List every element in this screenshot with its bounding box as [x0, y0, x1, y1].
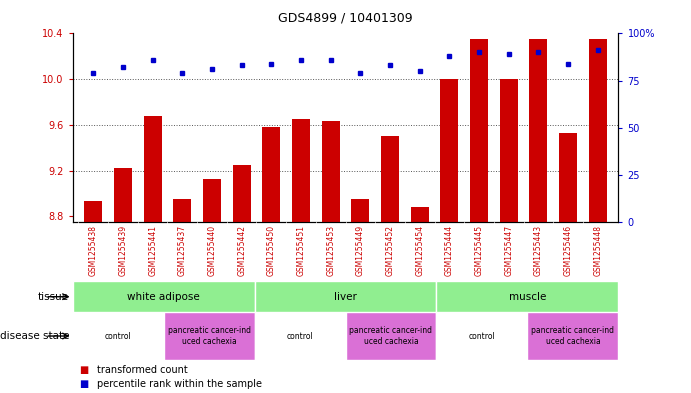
Text: GSM1255438: GSM1255438: [89, 225, 98, 276]
Bar: [352, 199, 369, 222]
Bar: [559, 133, 577, 222]
Text: GSM1255437: GSM1255437: [178, 225, 187, 276]
Text: GSM1255449: GSM1255449: [356, 225, 365, 276]
Text: muscle: muscle: [509, 292, 546, 302]
Bar: [500, 79, 518, 222]
Text: pancreatic cancer-ind
uced cachexia: pancreatic cancer-ind uced cachexia: [350, 326, 433, 346]
Bar: [73, 312, 164, 360]
Bar: [470, 39, 488, 222]
Text: ■: ■: [79, 379, 88, 389]
Bar: [84, 202, 102, 222]
Text: pancreatic cancer-ind
uced cachexia: pancreatic cancer-ind uced cachexia: [167, 326, 251, 346]
Bar: [437, 312, 527, 360]
Text: GSM1255448: GSM1255448: [593, 225, 602, 276]
Text: transformed count: transformed count: [97, 365, 187, 375]
Text: GSM1255439: GSM1255439: [118, 225, 128, 276]
Bar: [381, 136, 399, 222]
Text: control: control: [287, 332, 314, 340]
Bar: [437, 281, 618, 312]
Text: ■: ■: [79, 365, 88, 375]
Text: percentile rank within the sample: percentile rank within the sample: [97, 379, 262, 389]
Bar: [73, 281, 254, 312]
Bar: [164, 312, 254, 360]
Text: GSM1255446: GSM1255446: [563, 225, 573, 276]
Text: GSM1255441: GSM1255441: [148, 225, 157, 276]
Bar: [529, 39, 547, 222]
Text: GDS4899 / 10401309: GDS4899 / 10401309: [278, 12, 413, 25]
Bar: [254, 312, 346, 360]
Bar: [527, 312, 618, 360]
Bar: [263, 127, 281, 222]
Text: GSM1255452: GSM1255452: [386, 225, 395, 276]
Bar: [589, 39, 607, 222]
Bar: [346, 312, 437, 360]
Text: GSM1255445: GSM1255445: [475, 225, 484, 276]
Text: GSM1255450: GSM1255450: [267, 225, 276, 276]
Bar: [322, 121, 339, 222]
Text: GSM1255440: GSM1255440: [207, 225, 216, 276]
Text: control: control: [104, 332, 131, 340]
Bar: [144, 116, 162, 222]
Text: pancreatic cancer-ind
uced cachexia: pancreatic cancer-ind uced cachexia: [531, 326, 614, 346]
Text: GSM1255444: GSM1255444: [445, 225, 454, 276]
Text: GSM1255451: GSM1255451: [296, 225, 305, 276]
Text: white adipose: white adipose: [127, 292, 200, 302]
Bar: [254, 281, 437, 312]
Text: GSM1255447: GSM1255447: [504, 225, 513, 276]
Bar: [203, 178, 221, 222]
Text: GSM1255453: GSM1255453: [326, 225, 335, 276]
Text: disease state: disease state: [0, 331, 69, 341]
Text: GSM1255442: GSM1255442: [237, 225, 246, 276]
Text: control: control: [468, 332, 495, 340]
Text: GSM1255454: GSM1255454: [415, 225, 424, 276]
Text: tissue: tissue: [38, 292, 69, 302]
Text: liver: liver: [334, 292, 357, 302]
Bar: [173, 199, 191, 222]
Bar: [114, 168, 132, 222]
Bar: [292, 119, 310, 222]
Text: GSM1255443: GSM1255443: [534, 225, 543, 276]
Bar: [410, 207, 428, 222]
Bar: [440, 79, 458, 222]
Bar: [233, 165, 251, 222]
